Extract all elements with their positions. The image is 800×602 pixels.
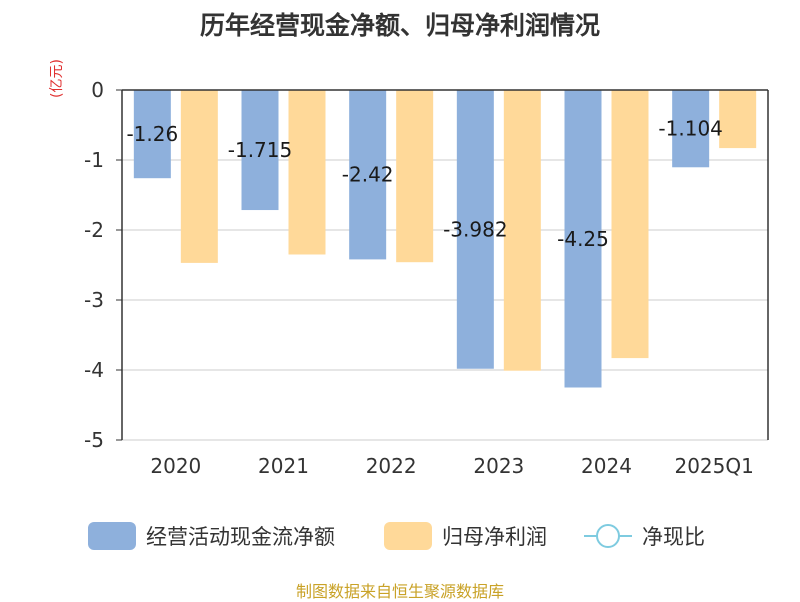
bar-operating-cashflow [133,90,171,179]
legend-swatch-net-profit [384,522,432,550]
bar-operating-cashflow [564,90,602,388]
bar-net-profit [396,90,434,263]
bar-net-profit [503,90,541,371]
bar-net-profit [719,90,757,149]
y-tick-label: -2 [84,218,104,242]
legend-label-net-profit: 归母净利润 [442,525,547,549]
bar-operating-cashflow [241,90,279,211]
x-tick-label: 2021 [258,454,309,478]
chart-title: 历年经营现金净额、归母净利润情况 [199,11,600,40]
bar-net-profit [180,90,218,263]
bar-operating-cashflow [349,90,387,260]
legend: 经营活动现金流净额 归母净利润 净现比 [0,518,800,554]
data-label-operating-cashflow: -3.982 [443,217,507,241]
x-tick-label: 2020 [150,454,201,478]
data-label-operating-cashflow: -4.25 [557,227,609,251]
legend-label-cash-ratio: 净现比 [642,525,705,549]
legend-item-operating-cashflow[interactable]: 经营活动现金流净额 [88,518,335,554]
bar-operating-cashflow [456,90,494,369]
legend-item-cash-ratio[interactable]: 净现比 [584,518,705,554]
x-tick-label: 2022 [366,454,417,478]
legend-label-operating-cashflow: 经营活动现金流净额 [146,525,335,549]
y-tick-label: -3 [84,288,104,312]
y-tick-label: 0 [91,78,104,102]
bar-net-profit [288,90,326,255]
data-label-operating-cashflow: -2.42 [342,163,394,187]
legend-line-marker-cash-ratio [584,522,632,550]
data-label-operating-cashflow: -1.104 [658,117,722,141]
bar-operating-cashflow [672,90,710,168]
x-tick-label: 2025Q1 [674,454,753,478]
y-tick-label: -4 [84,358,104,382]
data-label-operating-cashflow: -1.715 [228,138,292,162]
legend-item-net-profit[interactable]: 归母净利润 [384,518,547,554]
data-label-operating-cashflow: -1.26 [126,122,178,146]
x-tick-label: 2024 [581,454,632,478]
bar-net-profit [611,90,649,359]
legend-swatch-operating-cashflow [88,522,136,550]
data-source-note: 制图数据来自恒生聚源数据库 [295,582,504,601]
x-tick-label: 2023 [473,454,524,478]
y-tick-label: -1 [84,148,104,172]
y-tick-label: -5 [84,428,104,452]
